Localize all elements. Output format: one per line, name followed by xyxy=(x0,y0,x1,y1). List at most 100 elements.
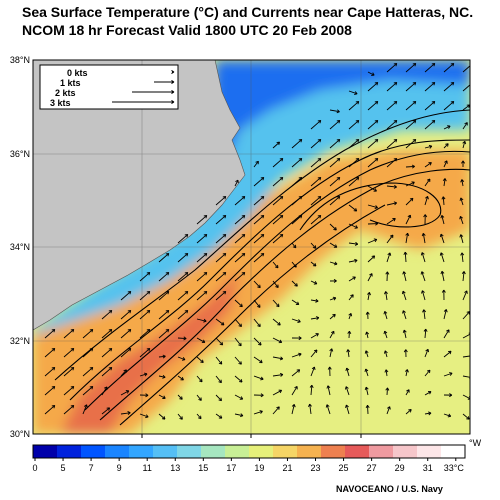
current-vector xyxy=(215,271,227,282)
colorbar-swatch xyxy=(177,445,202,458)
current-vector xyxy=(403,251,408,263)
legend-label-2-kts: 2 kts xyxy=(55,88,76,98)
current-vector xyxy=(253,214,265,225)
current-vector xyxy=(329,223,337,231)
current-vector xyxy=(424,411,432,416)
current-vector xyxy=(348,312,353,320)
current-vector xyxy=(367,185,377,192)
current-vector xyxy=(291,214,303,225)
current-vector xyxy=(348,258,358,263)
current-vector xyxy=(310,176,322,187)
current-vector xyxy=(63,366,75,377)
current-vector xyxy=(310,366,316,377)
current-vector xyxy=(120,347,132,358)
current-vector xyxy=(215,356,223,365)
colorbar-swatch xyxy=(273,445,298,458)
current-vector xyxy=(177,356,186,361)
warm-eddy xyxy=(330,170,450,232)
current-vector xyxy=(443,81,455,92)
colorbar-swatch xyxy=(153,445,178,458)
current-vector xyxy=(385,271,390,282)
colorbar-label: 19 xyxy=(254,463,265,473)
current-vector xyxy=(386,184,397,189)
current-vector xyxy=(405,389,410,396)
current-speed-legend xyxy=(39,64,179,110)
current-vector xyxy=(120,290,132,301)
credit-label: NAVOCEANO / U.S. Navy xyxy=(336,484,443,494)
current-vector xyxy=(272,141,281,149)
colorbar-label: 25 xyxy=(338,463,349,473)
current-vector xyxy=(347,330,352,339)
current-vector xyxy=(82,347,94,358)
lat-label-30n: 30°N xyxy=(9,429,30,439)
current-vector xyxy=(196,375,203,383)
current-vector xyxy=(383,350,388,358)
current-vector xyxy=(329,313,336,320)
current-vector xyxy=(424,162,432,168)
current-vector xyxy=(196,214,208,225)
current-vector xyxy=(253,337,262,346)
current-vector xyxy=(383,311,388,320)
current-vector xyxy=(402,271,407,282)
current-vector xyxy=(462,122,468,130)
current-vector xyxy=(139,328,151,339)
current-vector xyxy=(329,119,341,130)
current-vector xyxy=(403,349,408,358)
colorbar-swatch xyxy=(225,445,250,458)
current-vector xyxy=(443,413,452,418)
current-vector xyxy=(253,233,265,244)
current-vector xyxy=(367,100,379,111)
current-vector xyxy=(291,336,302,341)
current-vector xyxy=(234,394,244,400)
current-vector xyxy=(253,410,263,415)
current-vector xyxy=(329,261,338,266)
colorbar-swatch xyxy=(129,445,154,458)
colorbar-swatch xyxy=(201,445,226,458)
current-vector xyxy=(177,309,189,320)
current-vector xyxy=(234,233,246,244)
current-vector xyxy=(310,298,319,303)
current-vector xyxy=(101,328,113,339)
current-vector xyxy=(460,179,465,187)
current-vector xyxy=(348,241,359,246)
current-vector xyxy=(424,195,429,206)
current-vector xyxy=(158,328,170,339)
current-vector xyxy=(215,252,227,263)
current-vector xyxy=(158,354,166,359)
current-vector xyxy=(234,214,246,225)
current-vector xyxy=(443,143,449,149)
us-east-coast-land xyxy=(33,60,246,331)
colorbar-label: 17 xyxy=(226,463,237,473)
current-vector xyxy=(329,109,340,114)
current-vector xyxy=(348,100,360,111)
current-vector xyxy=(215,413,223,419)
current-vector xyxy=(461,160,466,168)
current-vector xyxy=(424,348,430,358)
current-vector xyxy=(364,368,369,377)
current-vector xyxy=(158,290,170,301)
legend-label-1-kts: 1 kts xyxy=(60,78,81,88)
current-vector xyxy=(309,384,314,396)
current-vector xyxy=(120,328,132,339)
current-vector xyxy=(402,310,407,320)
current-vector xyxy=(234,179,239,187)
current-vector xyxy=(310,333,319,339)
current-vector xyxy=(405,119,417,130)
current-vector xyxy=(196,271,208,282)
colorbar-label: 33°C xyxy=(443,463,464,473)
current-vector xyxy=(139,347,151,358)
current-vector xyxy=(348,204,358,212)
current-vector xyxy=(120,411,131,415)
current-vector xyxy=(63,404,75,415)
current-vector xyxy=(310,261,317,267)
current-vector xyxy=(196,337,206,344)
colorbar-swatch xyxy=(417,445,442,458)
colorbar-swatch xyxy=(57,445,82,458)
current-vector xyxy=(420,271,426,282)
current-vector xyxy=(405,100,417,111)
current-vector xyxy=(364,386,369,396)
current-vector xyxy=(44,385,56,396)
current-vector xyxy=(386,406,391,415)
current-vector xyxy=(63,347,75,358)
